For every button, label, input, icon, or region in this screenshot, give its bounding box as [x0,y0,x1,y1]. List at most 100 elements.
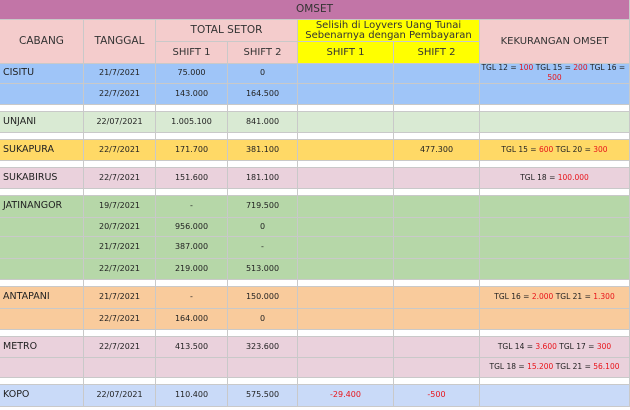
shift2-cell[interactable]: 150.000 [228,287,298,309]
kekurangan-cell[interactable] [480,161,630,168]
sel1-cell[interactable] [298,196,394,218]
shift1-cell[interactable]: 956.000 [156,218,228,237]
kekurangan-cell[interactable]: TGL 18 = 100.000 [480,168,630,189]
sel2-cell[interactable] [394,287,480,309]
sel1-cell[interactable] [298,168,394,189]
kekurangan-cell[interactable] [480,218,630,237]
sel1-cell[interactable] [298,280,394,287]
header-total-setor[interactable]: TOTAL SETOR [156,20,298,42]
tanggal-cell[interactable]: 22/7/2021 [84,259,156,280]
cabang-cell[interactable] [0,189,84,196]
tanggal-cell[interactable]: 21/7/2021 [84,287,156,309]
kekurangan-cell[interactable] [480,112,630,133]
sel2-cell[interactable]: -500 [394,385,480,407]
sel1-cell[interactable] [298,309,394,330]
shift1-cell[interactable] [156,378,228,385]
kekurangan-cell[interactable] [480,84,630,105]
sel2-cell[interactable] [394,309,480,330]
tanggal-cell[interactable] [84,161,156,168]
kekurangan-cell[interactable]: TGL 12 = 100 TGL 15 = 200 TGL 16 = 500 [480,64,630,84]
sel1-cell[interactable] [298,189,394,196]
shift1-cell[interactable]: - [156,287,228,309]
tanggal-cell[interactable]: 22/7/2021 [84,337,156,358]
shift2-cell[interactable]: 575.500 [228,385,298,407]
shift2-cell[interactable]: 719.500 [228,196,298,218]
shift2-cell[interactable] [228,358,298,378]
tanggal-cell[interactable] [84,189,156,196]
sel1-cell[interactable] [298,133,394,140]
cabang-cell[interactable] [0,161,84,168]
sel2-cell[interactable] [394,337,480,358]
cabang-cell[interactable] [0,133,84,140]
cabang-cell[interactable] [0,280,84,287]
sel2-cell[interactable] [394,259,480,280]
kekurangan-cell[interactable] [480,133,630,140]
cabang-cell[interactable] [0,237,84,259]
tanggal-cell[interactable]: 22/7/2021 [84,168,156,189]
shift1-cell[interactable] [156,280,228,287]
sel2-cell[interactable] [394,196,480,218]
shift1-cell[interactable] [156,330,228,337]
sel1-cell[interactable] [298,237,394,259]
sel2-cell[interactable] [394,280,480,287]
sel1-cell[interactable] [298,337,394,358]
shift2-cell[interactable] [228,133,298,140]
sel1-cell[interactable] [298,161,394,168]
tanggal-cell[interactable]: 22/07/2021 [84,385,156,407]
shift2-cell[interactable] [228,161,298,168]
shift1-cell[interactable]: 387.000 [156,237,228,259]
tanggal-cell[interactable]: 21/7/2021 [84,64,156,84]
shift2-cell[interactable]: - [228,237,298,259]
sel1-cell[interactable] [298,218,394,237]
cabang-cell[interactable] [0,84,84,105]
cabang-cell[interactable]: METRO [0,337,84,358]
header-selisih-shift2[interactable]: SHIFT 2 [394,42,480,64]
kekurangan-cell[interactable] [480,309,630,330]
shift1-cell[interactable]: 164.000 [156,309,228,330]
kekurangan-cell[interactable]: TGL 16 = 2.000 TGL 21 = 1.300 [480,287,630,309]
shift2-cell[interactable]: 0 [228,218,298,237]
kekurangan-cell[interactable] [480,237,630,259]
shift1-cell[interactable]: 1.005.100 [156,112,228,133]
kekurangan-cell[interactable]: TGL 15 = 600 TGL 20 = 300 [480,140,630,161]
kekurangan-cell[interactable]: TGL 14 = 3.600 TGL 17 = 300 [480,337,630,358]
cabang-cell[interactable]: SUKAPURA [0,140,84,161]
shift2-cell[interactable]: 381.100 [228,140,298,161]
cabang-cell[interactable] [0,378,84,385]
sel2-cell[interactable] [394,64,480,84]
kekurangan-cell[interactable] [480,189,630,196]
tanggal-cell[interactable]: 22/7/2021 [84,84,156,105]
sel2-cell[interactable] [394,105,480,112]
sel1-cell[interactable] [298,64,394,84]
shift2-cell[interactable] [228,280,298,287]
tanggal-cell[interactable] [84,105,156,112]
shift2-cell[interactable] [228,330,298,337]
cabang-cell[interactable]: SUKABIRUS [0,168,84,189]
sel2-cell[interactable] [394,84,480,105]
sel2-cell[interactable] [394,112,480,133]
shift1-cell[interactable]: 110.400 [156,385,228,407]
cabang-cell[interactable]: JATINANGOR [0,196,84,218]
tanggal-cell[interactable]: 22/07/2021 [84,112,156,133]
header-selisih[interactable]: Selisih di Loyvers Uang Tunai Sebenarnya… [298,20,480,42]
sel1-cell[interactable] [298,259,394,280]
shift1-cell[interactable]: 151.600 [156,168,228,189]
tanggal-cell[interactable] [84,133,156,140]
sel2-cell[interactable] [394,168,480,189]
shift2-cell[interactable] [228,189,298,196]
cabang-cell[interactable] [0,358,84,378]
shift2-cell[interactable]: 181.100 [228,168,298,189]
sel2-cell[interactable] [394,378,480,385]
kekurangan-cell[interactable] [480,385,630,407]
sel2-cell[interactable] [394,161,480,168]
shift1-cell[interactable]: 143.000 [156,84,228,105]
kekurangan-cell[interactable]: TGL 18 = 15.200 TGL 21 = 56.100 [480,358,630,378]
sel1-cell[interactable] [298,378,394,385]
sel1-cell[interactable] [298,287,394,309]
header-selisih-shift1[interactable]: SHIFT 1 [298,42,394,64]
sel1-cell[interactable] [298,112,394,133]
header-total-setor-shift2[interactable]: SHIFT 2 [228,42,298,64]
tanggal-cell[interactable] [84,330,156,337]
shift2-cell[interactable]: 841.000 [228,112,298,133]
cabang-cell[interactable] [0,330,84,337]
